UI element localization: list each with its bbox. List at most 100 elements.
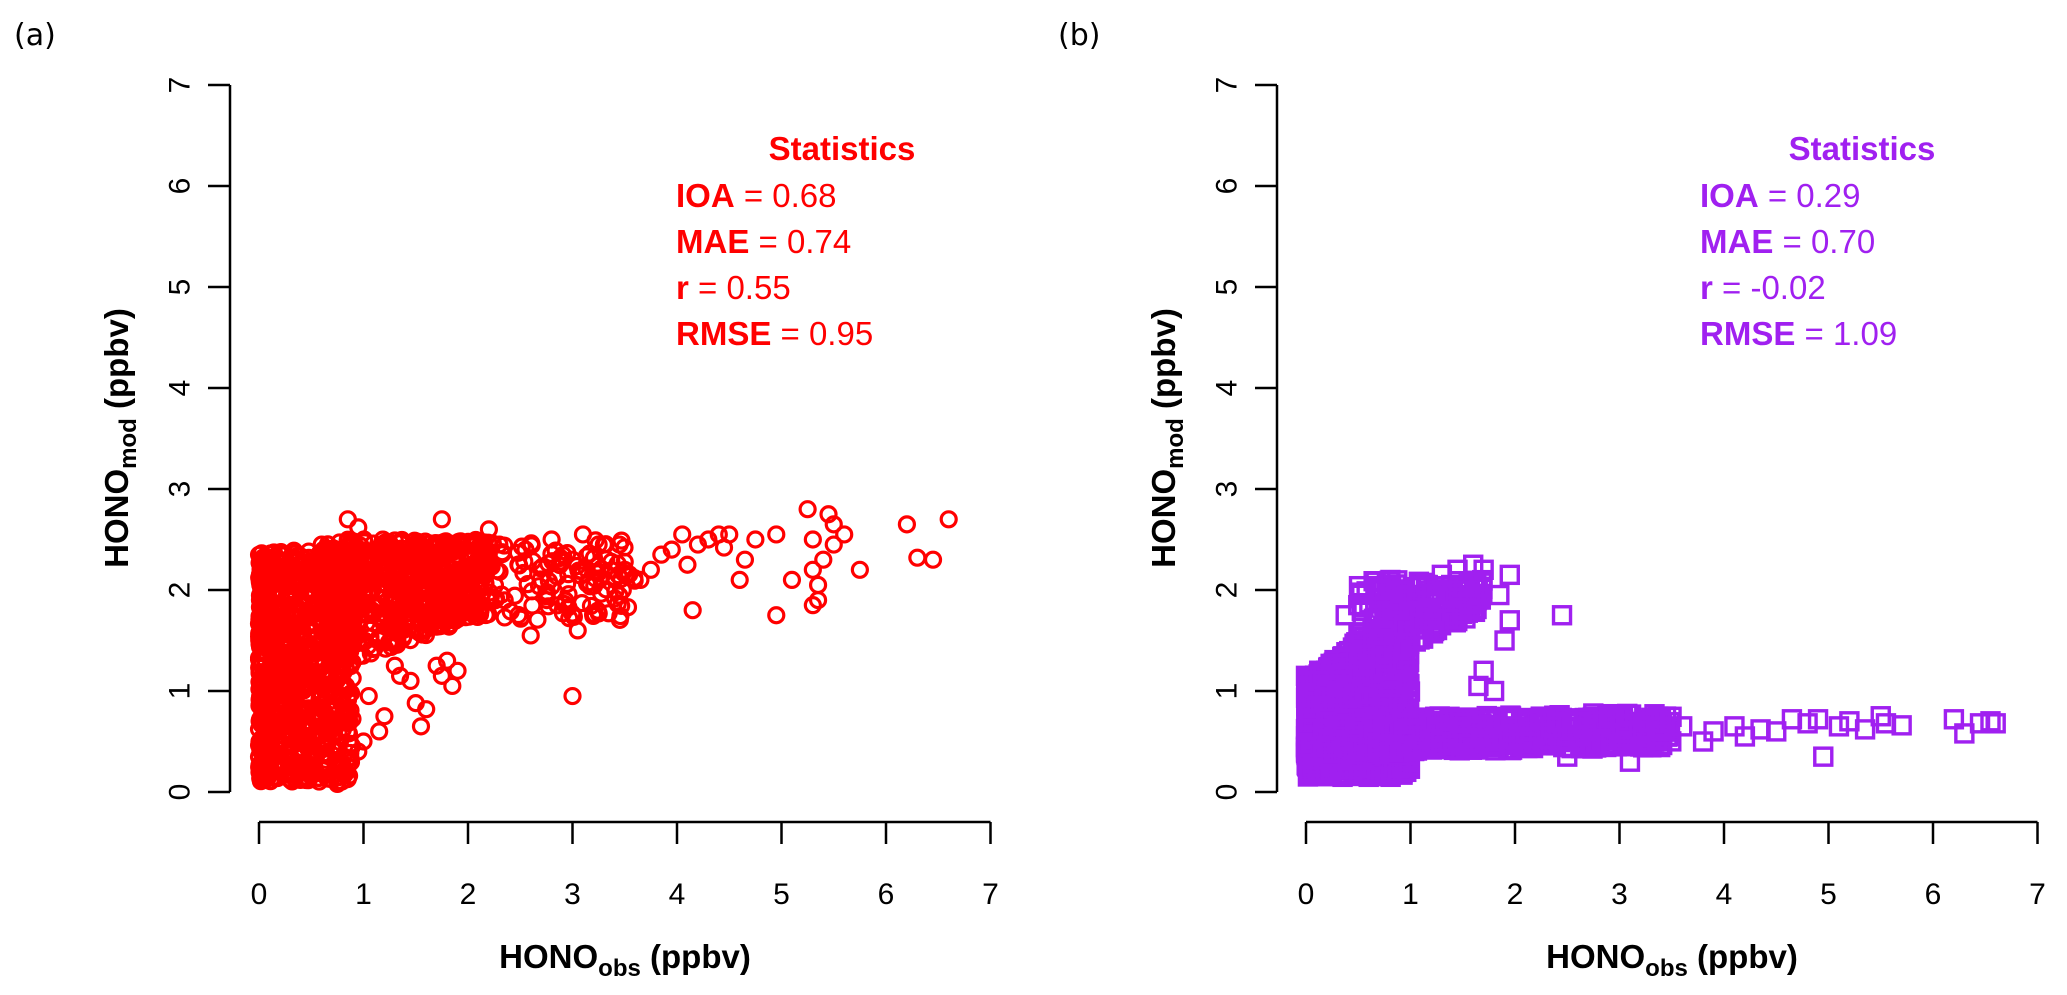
data-point	[401, 671, 420, 691]
data-point	[443, 535, 462, 554]
data-point	[1651, 721, 1672, 742]
data-point	[1485, 727, 1506, 748]
data-point	[323, 724, 342, 744]
data-point	[449, 605, 469, 624]
data-point	[323, 687, 342, 706]
data-point	[490, 535, 509, 554]
data-point	[688, 535, 708, 554]
data-point	[482, 557, 501, 576]
x-tick-label: 5	[773, 878, 790, 911]
x-axis-title: HONOobs (ppbv)	[499, 938, 751, 982]
stat-key: RMSE	[1700, 315, 1795, 352]
data-point	[314, 587, 334, 607]
data-point	[699, 530, 718, 549]
stat-mae: MAE = 0.70	[1700, 223, 1875, 260]
data-point	[438, 581, 457, 600]
data-point	[1557, 746, 1578, 767]
data-point	[372, 546, 391, 565]
data-point	[618, 598, 638, 617]
data-point	[824, 535, 843, 554]
x-tick-label: 7	[2029, 878, 2046, 911]
data-point	[1828, 716, 1850, 737]
data-point	[1980, 711, 2001, 732]
stat-value: -0.02	[1750, 269, 1825, 306]
data-point	[1449, 712, 1471, 734]
data-point	[354, 732, 373, 751]
data-point	[1358, 766, 1379, 788]
data-point	[321, 712, 340, 732]
data-point	[1630, 736, 1651, 757]
data-point	[294, 679, 314, 698]
data-point	[349, 742, 368, 761]
data-point	[313, 616, 333, 635]
data-point	[782, 570, 802, 590]
data-point	[673, 525, 692, 544]
y-tick-label: 3	[164, 481, 197, 498]
data-point	[397, 604, 417, 623]
data-point	[1371, 628, 1392, 649]
data-point	[1295, 736, 1317, 757]
data-point	[432, 510, 451, 529]
stat-key: r	[676, 269, 689, 306]
stat-value: 0.74	[787, 223, 851, 260]
y-tick-label: 2	[1211, 582, 1244, 599]
data-point	[453, 562, 472, 581]
data-point	[1298, 761, 1320, 782]
data-point	[1473, 660, 1494, 681]
data-point	[292, 671, 311, 690]
data-point	[1399, 673, 1420, 695]
data-point	[443, 676, 462, 696]
scatter-points	[1295, 554, 2006, 788]
data-point	[407, 599, 426, 618]
stat-value: 1.09	[1833, 315, 1897, 352]
data-point	[514, 563, 533, 583]
data-point	[340, 610, 359, 630]
data-point	[1462, 554, 1484, 575]
data-point	[254, 548, 273, 567]
data-point	[641, 560, 660, 579]
data-point	[542, 530, 561, 549]
data-point	[258, 712, 277, 731]
data-point	[356, 631, 375, 651]
data-point	[256, 686, 275, 706]
data-point	[1766, 721, 1787, 742]
data-point	[662, 540, 681, 559]
x-axis-title-sub: obs	[598, 955, 641, 982]
data-point	[1551, 605, 1573, 626]
y-tick-label: 3	[1211, 481, 1244, 498]
data-point	[382, 610, 401, 629]
data-point	[335, 632, 354, 651]
data-point	[255, 755, 274, 774]
data-point	[1585, 737, 1607, 758]
x-tick-label: 3	[564, 878, 581, 911]
data-point	[1405, 738, 1427, 759]
data-point	[678, 555, 697, 574]
data-point	[897, 515, 917, 534]
x-axis-title-main: HONO	[1546, 938, 1645, 975]
data-point	[1398, 718, 1420, 740]
data-point	[1354, 764, 1375, 786]
data-point	[608, 594, 627, 614]
data-point	[312, 535, 331, 554]
y-tick-label: 2	[164, 582, 197, 599]
y-tick-label: 0	[164, 784, 197, 801]
y-axis-title-unit: (ppbv)	[98, 308, 135, 418]
data-point	[563, 550, 582, 569]
data-point	[479, 520, 498, 539]
data-point	[439, 538, 459, 557]
x-axis-title-unit: (ppbv)	[641, 938, 751, 975]
data-point	[767, 606, 786, 625]
x-tick-label: 4	[669, 878, 686, 911]
data-point	[304, 751, 323, 771]
data-point	[803, 596, 822, 615]
data-point	[610, 535, 629, 554]
panel-letter: (a)	[14, 18, 56, 53]
data-point	[1501, 739, 1523, 760]
data-point	[767, 525, 786, 544]
data-point	[255, 555, 274, 574]
x-tick-label: 1	[1402, 878, 1419, 911]
data-point	[299, 604, 318, 623]
x-tick-label: 0	[1298, 878, 1315, 911]
y-tick-label: 5	[164, 279, 197, 296]
data-point	[385, 589, 404, 609]
